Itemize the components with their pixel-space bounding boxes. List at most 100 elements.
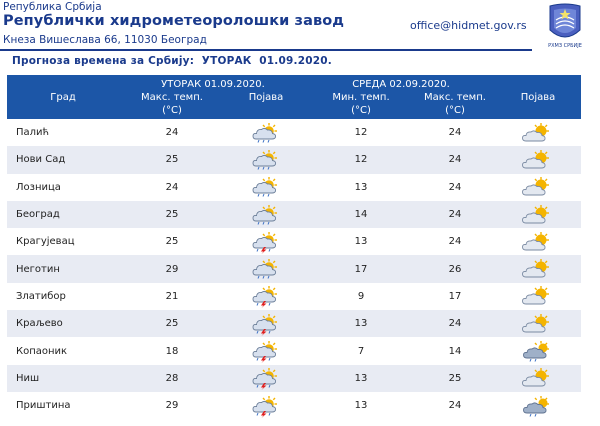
address-label: Кнеза Вишеслава 66, 11030 Београд [3,34,207,46]
weather-cell [495,228,581,256]
max-temp-day2: 24 [415,146,495,174]
max-temp-day2: 14 [415,337,495,365]
max-temp-day1: 25 [119,228,225,256]
partly-cloudy-sun-icon [522,368,549,387]
header-city: Град [7,91,119,103]
email-link[interactable]: office@hidmet.gov.rs [410,19,527,32]
min-temp-day2: 13 [307,310,415,338]
header-unit-min-day2: (°C) [307,103,415,119]
header-spacer [7,75,119,91]
city-name: Лозница [7,173,119,201]
weather-cell [495,146,581,174]
max-temp-day2: 17 [415,282,495,311]
partly-cloudy-sun-icon [522,149,549,169]
partly-cloudy-sun-icon [522,204,549,223]
header-phenomena-day1: Појава [225,91,307,103]
max-temp-day2: 24 [415,228,495,256]
city-name: Нови Сад [7,146,119,174]
min-temp-day2: 13 [307,391,415,420]
weather-cell [495,391,581,420]
partly-cloudy-rain-icon [252,177,277,197]
table-row: Нови Сад 25 12 24 [7,146,581,174]
forecast-table: УТОРАК 01.09.2020. СРЕДА 02.09.2020. Гра… [7,75,581,420]
forecast-title: Прогноза времена за Србију: УТОРАК 01.09… [12,55,332,67]
weather-cell [225,119,307,147]
cloudy-sun-rain-icon [523,341,549,362]
weather-cell [495,173,581,201]
weather-cell [225,282,307,311]
institute-title[interactable]: Републички хидрометеоролошки завод [3,13,345,29]
weather-cell [495,364,581,392]
weather-cell [495,119,581,147]
min-temp-day2: 7 [307,337,415,365]
header-unit-max-day2: (°C) [415,103,495,119]
header-spacer [7,103,119,119]
partly-cloudy-rain-icon [252,149,277,170]
max-temp-day1: 25 [119,146,225,174]
city-name: Крагујевац [7,228,119,256]
max-temp-day1: 29 [119,391,225,420]
min-temp-day2: 17 [307,255,415,283]
max-temp-day1: 24 [119,119,225,147]
header-unit-max-day1: (°C) [119,103,225,119]
partly-cloudy-rain-icon [252,259,277,279]
partly-cloudy-sun-icon [522,259,549,278]
institute-logo[interactable]: РХМЗ СРБИЈЕ [536,0,594,50]
min-temp-day2: 13 [307,173,415,201]
header-spacer [495,75,581,91]
city-name: Копаоник [7,337,119,365]
weather-cell [225,146,307,174]
forecast-rows: Палић 24 12 24 Нови Сад 25 12 24 Лозница 24 13 24 Бе… [7,119,581,420]
weather-cell [225,364,307,392]
max-temp-day2: 24 [415,173,495,201]
thunderstorm-icon [252,341,277,364]
city-name: Неготин [7,255,119,283]
header-phenomena-day2: Појава [495,91,581,103]
min-temp-day2: 14 [307,200,415,229]
max-temp-day2: 24 [415,310,495,338]
header-spacer [225,103,307,119]
min-temp-day2: 12 [307,146,415,174]
city-name: Златибор [7,282,119,311]
weather-cell [225,200,307,229]
table-row: Палић 24 12 24 [7,119,581,147]
city-name: Ниш [7,364,119,392]
header-day1: УТОРАК 01.09.2020. [119,75,307,91]
weather-cell [225,173,307,201]
partly-cloudy-rain-icon [252,122,277,143]
header-max-temp-day2: Макс. темп. [415,91,495,103]
city-name: Палић [7,119,119,147]
header-max-temp-day1: Макс. темп. [119,91,225,103]
thunderstorm-icon [252,368,277,391]
table-row: Београд 25 14 24 [7,200,581,229]
city-name: Београд [7,200,119,229]
weather-cell [225,255,307,283]
partly-cloudy-sun-icon [522,286,549,305]
table-row: Златибор 21 9 17 [7,282,581,311]
table-row: Неготин 29 17 26 [7,255,581,283]
min-temp-day2: 12 [307,119,415,147]
site-header: Република Србија Републички хидрометеоро… [0,0,600,51]
weather-cell [225,310,307,338]
weather-cell [495,255,581,283]
min-temp-day2: 9 [307,282,415,311]
table-row: Лозница 24 13 24 [7,173,581,201]
weather-cell [495,310,581,338]
city-name: Приштина [7,391,119,420]
table-row: Приштина 29 13 24 [7,391,581,420]
max-temp-day2: 24 [415,391,495,420]
max-temp-day1: 25 [119,200,225,229]
table-row: Краљево 25 13 24 [7,310,581,338]
header-spacer [495,103,581,119]
table-row: Крагујевац 25 13 24 [7,228,581,256]
partly-cloudy-sun-icon [522,122,549,142]
partly-cloudy-rain-icon [252,204,277,225]
weather-cell [495,282,581,311]
max-temp-day2: 25 [415,364,495,392]
republic-label: Република Србија [3,1,102,13]
partly-cloudy-sun-icon [522,231,549,251]
max-temp-day1: 21 [119,282,225,311]
weather-cell [495,200,581,229]
weather-cell [225,337,307,365]
city-name: Краљево [7,310,119,338]
